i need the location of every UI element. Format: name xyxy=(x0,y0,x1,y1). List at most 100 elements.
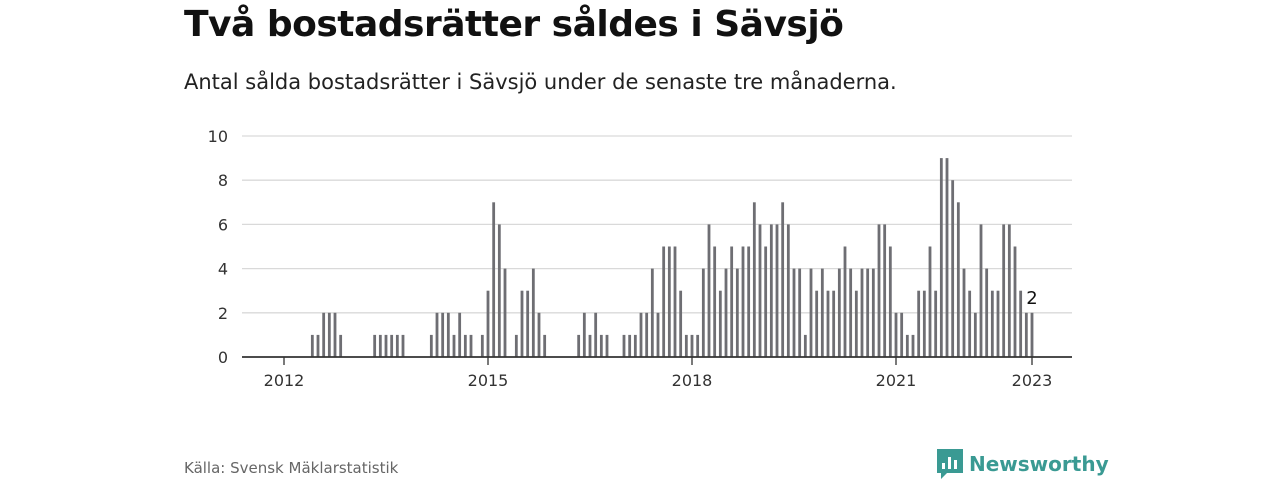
bar xyxy=(820,268,824,357)
y-tick-label: 4 xyxy=(218,260,228,279)
bar xyxy=(860,268,864,357)
bar xyxy=(322,312,326,357)
bar xyxy=(378,334,382,357)
bar xyxy=(798,268,802,357)
x-tick-label: 2012 xyxy=(264,371,305,390)
y-axis-tick-labels: 0 2 4 6 8 10 xyxy=(208,127,228,367)
bar xyxy=(792,268,796,357)
chart-subtitle: Antal sålda bostadsrätter i Sävsjö under… xyxy=(184,70,897,94)
bar xyxy=(582,312,586,357)
gridlines xyxy=(242,135,1072,314)
bar xyxy=(667,246,671,357)
bar xyxy=(803,334,807,357)
bar-chart-logo-icon xyxy=(937,449,963,479)
bar xyxy=(1002,224,1006,357)
bar xyxy=(945,158,949,357)
bar xyxy=(866,268,870,357)
bar xyxy=(894,312,898,357)
bar xyxy=(871,268,875,357)
y-tick-label: 2 xyxy=(218,304,228,323)
bar xyxy=(492,202,496,357)
chart-title: Två bostadsrätter såldes i Sävsjö xyxy=(184,4,844,45)
bar xyxy=(469,334,473,357)
bar xyxy=(662,246,666,357)
bar xyxy=(973,312,977,357)
bar xyxy=(310,334,314,357)
bar xyxy=(1007,224,1011,357)
bar xyxy=(769,224,773,357)
bar xyxy=(985,268,989,357)
bar xyxy=(815,290,819,357)
bar xyxy=(690,334,694,357)
value-label: 2 xyxy=(1026,288,1037,309)
bar xyxy=(622,334,626,357)
brand-name: Newsworthy xyxy=(969,452,1109,476)
bar xyxy=(724,268,728,357)
bar xyxy=(390,334,394,357)
bar xyxy=(395,334,399,357)
bar xyxy=(673,246,677,357)
bar xyxy=(599,334,603,357)
bar xyxy=(452,334,456,357)
annotations: 2 xyxy=(1024,286,1039,311)
bar xyxy=(446,312,450,357)
newsworthy-logo[interactable]: Newsworthy xyxy=(937,449,1109,479)
bar xyxy=(435,312,439,357)
bar xyxy=(401,334,405,357)
bar xyxy=(956,202,960,357)
bar xyxy=(696,334,700,357)
bar xyxy=(537,312,541,357)
y-tick-label: 6 xyxy=(218,215,228,234)
bar xyxy=(1019,290,1023,357)
bar xyxy=(480,334,484,357)
bar xyxy=(628,334,632,357)
bar xyxy=(979,224,983,357)
y-tick-label: 10 xyxy=(208,127,228,146)
bar xyxy=(373,334,377,357)
y-tick-label: 8 xyxy=(218,171,228,190)
x-tick-label: 2021 xyxy=(876,371,917,390)
bar xyxy=(764,246,768,357)
bar xyxy=(633,334,637,357)
bar xyxy=(333,312,337,357)
bar xyxy=(968,290,972,357)
x-tick-label: 2023 xyxy=(1012,371,1053,390)
bar xyxy=(339,334,343,357)
x-axis-ticks: 2012 2015 2018 2021 2023 xyxy=(264,357,1053,390)
bar xyxy=(883,224,887,357)
bar xyxy=(605,334,609,357)
bar xyxy=(650,268,654,357)
bar xyxy=(497,224,501,357)
bar xyxy=(849,268,853,357)
bar xyxy=(327,312,331,357)
bar xyxy=(843,246,847,357)
bar xyxy=(645,312,649,357)
bar xyxy=(441,312,445,357)
y-tick-label: 0 xyxy=(218,348,228,367)
bar xyxy=(701,268,705,357)
bar xyxy=(854,290,858,357)
bar xyxy=(996,290,1000,357)
source-credit: Källa: Svensk Mäklarstatistik xyxy=(184,459,399,477)
bar xyxy=(514,334,518,357)
bar xyxy=(1024,312,1028,357)
bar xyxy=(656,312,660,357)
bar xyxy=(917,290,921,357)
bar xyxy=(639,312,643,357)
bar xyxy=(837,268,841,357)
bar xyxy=(526,290,530,357)
bar xyxy=(713,246,717,357)
bar xyxy=(781,202,785,357)
bar xyxy=(752,202,756,357)
bar xyxy=(758,224,762,357)
bar xyxy=(531,268,535,357)
bar xyxy=(928,246,932,357)
bar xyxy=(934,290,938,357)
bar-chart: 0 2 4 6 8 10 2012 2015 2018 2021 2023 2 xyxy=(208,127,1072,390)
bar xyxy=(747,246,751,357)
bar xyxy=(939,158,943,357)
bar xyxy=(730,246,734,357)
bar xyxy=(486,290,490,357)
bar xyxy=(735,268,739,357)
bar xyxy=(543,334,547,357)
